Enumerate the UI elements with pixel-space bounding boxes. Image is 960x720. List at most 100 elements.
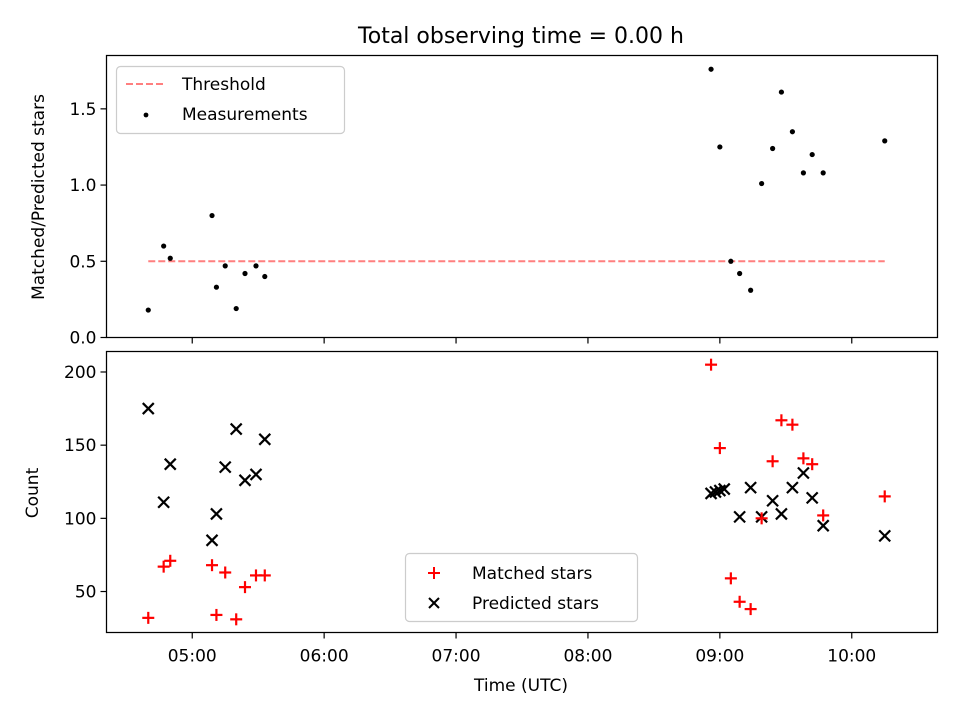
legend-measurements-swatch [143,112,149,118]
measurement-point [708,66,714,72]
top-panel: 0.0 0.5 1.0 1.5 Matched/Predicted stars Thr… [29,54,939,349]
matched-star-point [817,509,830,522]
x-tick-label: 06:00 [300,647,349,667]
bottom-y-tick-label: 100 [64,509,96,529]
top-y-axis: 0.0 0.5 1.0 1.5 [69,100,107,349]
predicted-star-point [157,495,170,509]
top-plot-marks [145,66,888,313]
bottom-legend: Matched stars Predicted stars [404,552,639,623]
matched-star-point [705,358,718,371]
x-tick-label: 09:00 [695,647,744,667]
measurement-point [242,270,248,277]
matched-star-point [733,595,746,608]
measurement-point [770,145,776,152]
measurement-point [737,270,743,277]
measurement-point [209,212,215,219]
legend-threshold-label: Threshold [181,75,266,95]
bottom-panel: 50 100 150 200 05:00 06:00 07:00 08:00 09:00 10:… [23,350,939,696]
measurement-point [213,284,220,290]
predicted-star-point [816,519,830,532]
bottom-y-axis: 50 100 150 200 [64,363,107,603]
matched-star-point [786,418,799,431]
matched-star-point [878,490,891,503]
matched-star-point [713,442,726,455]
x-tick-label: 07:00 [432,647,481,667]
measurement-point [717,144,723,150]
predicted-star-point [238,474,252,487]
predicted-star-point [744,481,757,494]
predicted-star-point [733,510,746,524]
top-y-tick-label: 0.5 [69,252,96,272]
measurement-point [820,170,826,176]
bottom-y-tick-label: 50 [75,583,97,603]
measurement-point [262,273,268,280]
matched-star-point [219,566,232,579]
predicted-star-point [805,491,819,505]
measurement-point [778,89,785,95]
measurement-point [882,138,888,144]
top-legend: Threshold Measurements [115,65,346,135]
predicted-star-point [229,422,243,436]
predicted-star-point [775,507,788,521]
predicted-star-point [249,468,263,481]
bottom-y-tick-label: 200 [64,363,96,383]
top-y-axis-label: Matched/Predicted stars [29,94,49,300]
predicted-star-point [797,466,810,480]
matched-star-point [775,414,788,427]
top-y-tick-label: 1.0 [69,176,96,196]
top-axes-frame [105,54,939,339]
top-y-tick-label: 0.0 [69,329,96,349]
bottom-plot-marks [141,358,892,626]
bottom-x-axis: 05:00 06:00 07:00 08:00 09:00 10:00 [168,632,876,667]
matched-star-point [142,611,155,624]
predicted-star-point [766,494,779,508]
x-axis-label: Time (UTC) [473,676,568,696]
x-tick-label: 10:00 [827,647,876,667]
measurement-point [222,263,228,269]
legend-matched-swatch [428,567,440,579]
predicted-star-point [141,402,155,415]
bottom-y-axis-label: Count [23,467,43,518]
top-y-tick-label: 1.5 [69,100,96,120]
measurement-point [233,305,239,312]
predicted-star-point [205,534,219,547]
chart-title: Total observing time = 0.00 h [357,24,684,49]
legend-measurements-label: Measurements [182,105,308,125]
x-tick-label: 05:00 [168,647,217,667]
matched-star-point [164,554,177,567]
bottom-axes-frame [105,350,939,634]
measurement-point [161,243,167,249]
predicted-star-point [878,529,892,543]
bottom-y-tick-label: 150 [64,436,96,456]
matched-star-point [210,608,223,621]
matched-star-point [797,452,810,465]
predicted-star-point [163,457,177,471]
top-legend-box [115,65,346,135]
matched-star-point [157,560,170,573]
measurement-point [789,129,796,135]
predicted-star-point [210,507,223,521]
matched-star-point [206,559,219,572]
bottom-legend-box [404,552,639,623]
legend-predicted-swatch [428,597,440,609]
matched-star-point [744,603,757,616]
predicted-star-point [218,460,232,474]
measurement-point [145,307,151,313]
x-tick-label: 08:00 [563,647,612,667]
measurement-point [167,255,173,261]
matched-star-point [239,581,251,594]
legend-matched-label: Matched stars [472,564,592,584]
measurement-point [748,287,754,293]
matched-star-point [806,458,819,471]
matched-star-point [258,569,271,582]
measurement-point [809,151,815,158]
predicted-star-point [713,484,727,497]
measurement-point [728,258,734,264]
matched-star-point [724,572,737,585]
measurement-point [253,263,259,269]
predicted-star-point [786,481,799,494]
predicted-star-point [258,433,272,446]
measurement-point [800,170,806,176]
matched-star-point [766,455,779,468]
